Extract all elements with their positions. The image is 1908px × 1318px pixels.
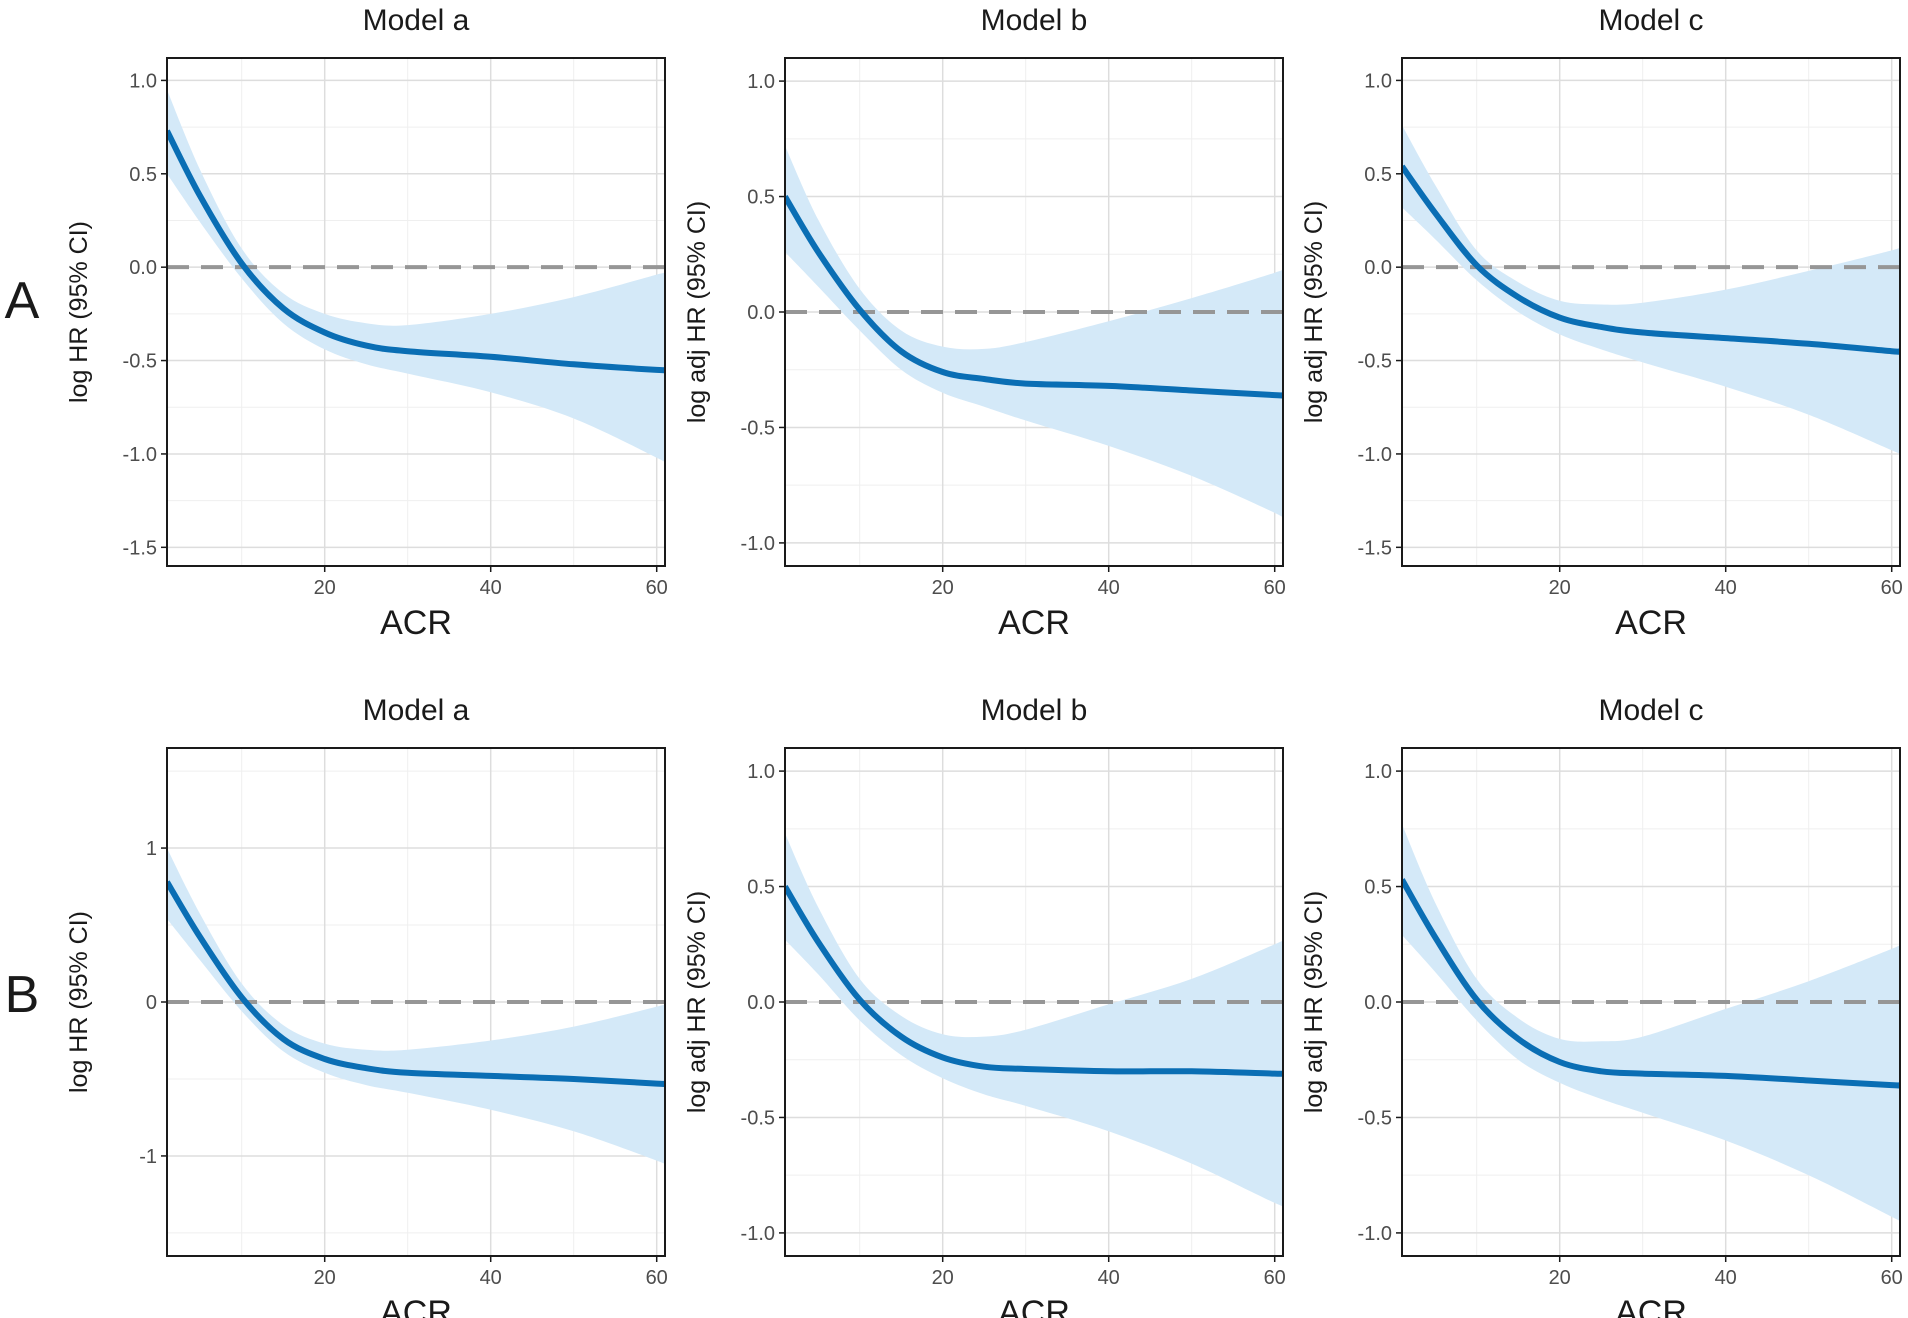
panel-title: Model c <box>1598 4 1703 37</box>
confidence-band <box>1402 824 1900 1222</box>
x-tick-label: 60 <box>646 1267 668 1289</box>
fitted-curve <box>1402 878 1900 1089</box>
confidence-band <box>785 145 1283 520</box>
x-axis-label: ACR <box>998 1294 1070 1318</box>
panel-a-1: 20 40 60 -1.5 -1.0 -0.5 0.0 0.5 1.0 Model a ACR log… <box>65 4 668 642</box>
panel-title: Model a <box>363 694 470 727</box>
x-tick-label: 20 <box>1549 577 1571 599</box>
y-tick-label: 1.0 <box>129 70 157 92</box>
y-tick-label: 0.5 <box>129 164 157 186</box>
y-tick-label: 0.5 <box>1364 877 1392 899</box>
panel-title: Model c <box>1598 694 1703 727</box>
fitted-curve <box>785 194 1283 399</box>
fitted-curve <box>785 884 1283 1077</box>
y-tick-label: -1.0 <box>123 444 157 466</box>
confidence-band <box>167 89 665 464</box>
y-tick-label: 0.0 <box>129 257 157 279</box>
y-tick-label: -1.0 <box>1358 1223 1392 1245</box>
y-tick-label: -1.0 <box>741 1223 775 1245</box>
x-axis-label: ACR <box>380 604 452 642</box>
x-tick-label: 40 <box>1098 577 1120 599</box>
x-axis-label: ACR <box>1615 1294 1687 1318</box>
row-label-b: B <box>5 966 40 1024</box>
x-tick-label: 20 <box>1549 1267 1571 1289</box>
y-tick-label: -1.0 <box>1358 444 1392 466</box>
y-tick-label: -1.5 <box>123 537 157 559</box>
y-tick-label: 0.0 <box>1364 257 1392 279</box>
x-axis-label: ACR <box>1615 604 1687 642</box>
x-tick-label: 60 <box>1264 577 1286 599</box>
x-axis-label: ACR <box>380 1294 452 1318</box>
y-tick-label: -0.5 <box>1358 1107 1392 1129</box>
confidence-band <box>167 848 665 1166</box>
panel-title: Model a <box>363 4 470 37</box>
fitted-curve <box>167 880 665 1087</box>
x-tick-label: 40 <box>480 577 502 599</box>
panel-b-2: 20 40 60 -1.0 -0.5 0.0 0.5 1.0 Model b ACR log adj… <box>683 694 1286 1318</box>
y-tick-label: 0.0 <box>1364 992 1392 1014</box>
y-tick-label: -1.5 <box>1358 537 1392 559</box>
plot-frame <box>166 57 666 567</box>
y-tick-label: -1 <box>139 1146 157 1168</box>
confidence-band <box>785 833 1283 1207</box>
y-tick-label: 0 <box>146 992 157 1014</box>
y-tick-label: 1.0 <box>747 71 775 93</box>
x-tick-label: 60 <box>1264 1267 1286 1289</box>
y-axis-label: log HR (95% CI) <box>65 911 93 1093</box>
y-axis-label: log adj HR (95% CI) <box>683 891 711 1113</box>
y-tick-label: 0.5 <box>747 187 775 209</box>
y-axis-label: log adj HR (95% CI) <box>1300 201 1328 423</box>
y-tick-label: -0.5 <box>123 351 157 373</box>
y-tick-label: -0.5 <box>741 417 775 439</box>
row-label-a: A <box>5 272 40 330</box>
panel-b-1: 20 40 60 -1 0 1 Model a ACR log HR (95% CI) <box>65 694 668 1318</box>
y-tick-label: 1 <box>146 838 157 860</box>
x-tick-label: 40 <box>1715 577 1737 599</box>
panel-a-2: 20 40 60 -1.0 -0.5 0.0 0.5 1.0 Model b ACR log adj… <box>683 4 1286 642</box>
x-tick-label: 40 <box>1715 1267 1737 1289</box>
x-tick-label: 20 <box>932 577 954 599</box>
y-axis-label: log adj HR (95% CI) <box>1300 891 1328 1113</box>
x-tick-label: 20 <box>932 1267 954 1289</box>
y-tick-label: -0.5 <box>741 1107 775 1129</box>
y-tick-label: -0.5 <box>1358 351 1392 373</box>
panel-b-3: 20 40 60 -1.0 -0.5 0.0 0.5 1.0 Model c ACR log adj… <box>1300 694 1903 1318</box>
x-tick-label: 20 <box>314 1267 336 1289</box>
panel-title: Model b <box>981 694 1088 727</box>
x-tick-label: 60 <box>1881 577 1903 599</box>
fitted-curve <box>167 129 665 374</box>
x-axis-label: ACR <box>998 604 1070 642</box>
y-tick-label: 1.0 <box>1364 70 1392 92</box>
confidence-band <box>1402 125 1900 454</box>
x-tick-label: 20 <box>314 577 336 599</box>
x-tick-label: 60 <box>1881 1267 1903 1289</box>
y-tick-label: -1.0 <box>741 533 775 555</box>
y-tick-label: 1.0 <box>1364 761 1392 783</box>
panel-a-3: 20 40 60 -1.5 -1.0 -0.5 0.0 0.5 1.0 Model c ACR log… <box>1300 4 1903 642</box>
x-tick-label: 40 <box>1098 1267 1120 1289</box>
y-axis-label: log adj HR (95% CI) <box>683 201 711 423</box>
x-tick-label: 40 <box>480 1267 502 1289</box>
x-tick-label: 60 <box>646 577 668 599</box>
y-tick-label: 0.0 <box>747 992 775 1014</box>
panel-title: Model b <box>981 4 1088 37</box>
y-tick-label: 1.0 <box>747 761 775 783</box>
fitted-curve <box>1402 164 1900 355</box>
y-axis-label: log HR (95% CI) <box>65 221 93 403</box>
y-tick-label: 0.5 <box>747 877 775 899</box>
plot-frame <box>1401 57 1901 567</box>
y-tick-label: 0.0 <box>747 302 775 324</box>
y-tick-label: 0.5 <box>1364 164 1392 186</box>
